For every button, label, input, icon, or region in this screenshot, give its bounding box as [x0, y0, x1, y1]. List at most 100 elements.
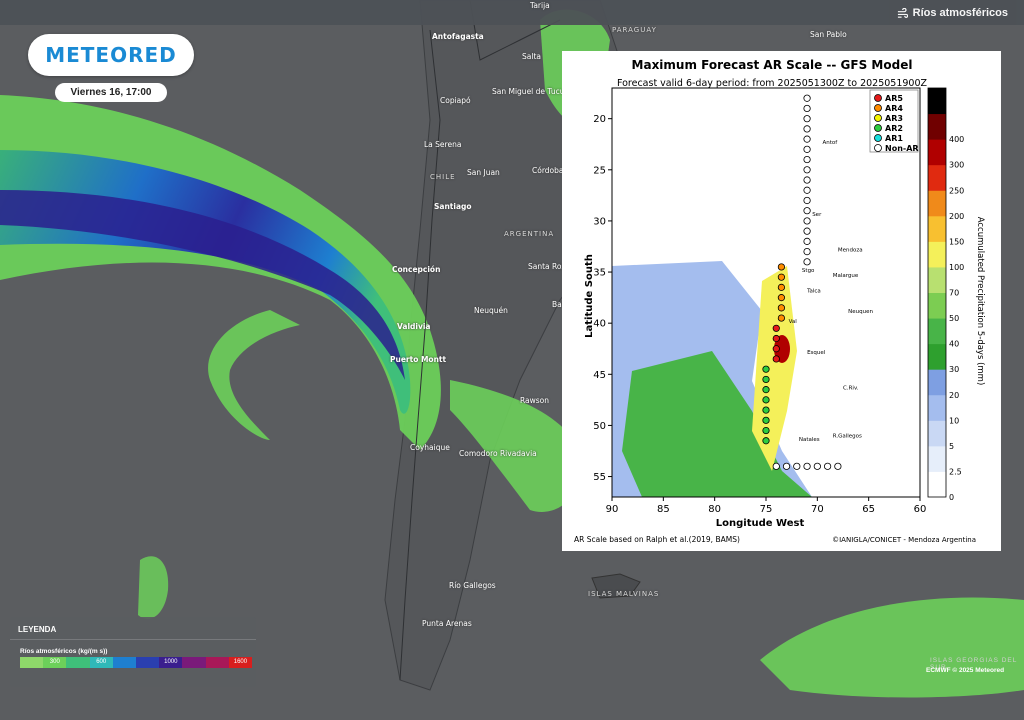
city-label[interactable]: ISLAS MALVINAS [588, 590, 660, 598]
ar-point [803, 227, 811, 235]
city-label[interactable]: Rawson [520, 396, 550, 405]
legend-divider [10, 639, 256, 640]
colorbar-segment [928, 369, 946, 396]
colorbar-segment [928, 241, 946, 268]
inset-subtitle: Forecast valid 6-day period: from 202505… [617, 78, 928, 89]
legend-color-stop: 600 [89, 657, 113, 668]
ar-point [777, 273, 785, 281]
city-label[interactable]: Valdivia [397, 322, 431, 331]
city-label[interactable]: Santa Rosa [528, 262, 570, 271]
layer-title[interactable]: Ríos atmosféricos [897, 7, 1008, 19]
y-axis-label: Latitude South [584, 254, 595, 338]
ar-point [803, 176, 811, 184]
city-label[interactable]: Salta [522, 52, 541, 61]
ar-legend-marker [874, 144, 882, 152]
y-tick-label: 40 [593, 319, 606, 330]
city-label[interactable]: Antofagasta [432, 32, 484, 41]
city-label[interactable]: La Serena [424, 140, 462, 149]
ar-point [777, 283, 785, 291]
ar-point [803, 217, 811, 225]
y-tick-label: 20 [593, 114, 606, 125]
colorbar-segment [928, 343, 946, 370]
y-tick-label: 50 [593, 421, 606, 432]
colorbar-tick-label: 300 [949, 161, 964, 170]
ar-point [803, 135, 811, 143]
ar-point [777, 304, 785, 312]
inset-place-label: Natales [799, 437, 820, 443]
ar-legend-label: AR4 [885, 104, 903, 113]
ar-forecast-inset: Maximum Forecast AR Scale -- GFS Model F… [562, 51, 1001, 551]
city-label[interactable]: Neuquén [474, 306, 508, 315]
city-label[interactable]: Córdoba [532, 166, 564, 175]
layer-title-text: Ríos atmosféricos [912, 7, 1008, 19]
inset-place-label: Malargue [833, 273, 859, 279]
legend-stop-label: 300 [49, 659, 60, 665]
city-label[interactable]: Puerto Montt [390, 355, 447, 364]
ar-legend-label: Non-AR [885, 144, 919, 153]
legend-color-stop [205, 657, 229, 668]
city-label[interactable]: Coyhaique [410, 443, 450, 452]
y-tick-label: 25 [593, 165, 606, 176]
ar-legend-label: AR2 [885, 124, 903, 133]
x-tick-label: 70 [811, 504, 824, 515]
city-label[interactable]: Tarija [530, 1, 550, 10]
inset-place-label: Antof [822, 140, 838, 146]
ar-point [803, 258, 811, 266]
city-label[interactable]: Río Gallegos [449, 581, 496, 590]
ar-point [772, 334, 780, 343]
city-label[interactable]: San Pablo [810, 30, 847, 39]
colorbar-segment [928, 190, 946, 217]
ar-point [803, 94, 811, 102]
inset-title: Maximum Forecast AR Scale -- GFS Model [632, 58, 913, 72]
city-label[interactable]: Concepción [392, 265, 441, 274]
colorbar-segment [928, 445, 946, 472]
precip-green-area [622, 351, 812, 497]
ar-point [803, 104, 811, 113]
legend-stop-label: 1000 [164, 659, 178, 665]
ar-point [803, 207, 811, 215]
ar-point [782, 462, 791, 470]
x-tick-label: 75 [760, 504, 773, 515]
inset-place-label: Talca [806, 289, 821, 295]
ar-legend-label: AR1 [885, 134, 903, 143]
legend-title: LEYENDA [18, 625, 57, 634]
city-label[interactable]: PARAGUAY [612, 26, 657, 34]
ar-legend-marker [874, 114, 882, 122]
city-label[interactable]: San Miguel de Tucumán [492, 87, 582, 96]
inset-footer-right: ©IANIGLA/CONICET - Mendoza Argentina [832, 536, 976, 544]
inset-place-label: C.Riv. [843, 386, 859, 392]
legend-color-stop [66, 657, 90, 668]
colorbar-segment [928, 394, 946, 421]
ar-point [803, 237, 811, 245]
forecast-date[interactable]: Viernes 16, 17:00 [55, 83, 167, 102]
ar-legend-marker [874, 104, 882, 112]
ar-point [762, 416, 770, 424]
ar-point [772, 345, 780, 353]
meteored-logo[interactable]: METEORED [28, 34, 194, 76]
ar-legend-label: AR5 [885, 94, 903, 103]
ar-legend-label: AR3 [885, 114, 903, 123]
ar-point [762, 386, 770, 394]
city-label[interactable]: Comodoro Rivadavia [459, 449, 537, 458]
colorbar-tick-label: 10 [949, 416, 959, 425]
ar-point [803, 166, 811, 174]
inset-place-label: R.Gallegos [833, 434, 862, 440]
legend-color-stop [182, 657, 206, 668]
colorbar-tick-label: 50 [949, 314, 959, 323]
city-label[interactable]: San Juan [467, 168, 500, 177]
x-tick-label: 60 [914, 504, 927, 515]
city-label[interactable]: Santiago [434, 202, 472, 211]
ar-point [762, 437, 770, 445]
city-label[interactable]: ARGENTINA [504, 230, 555, 238]
colorbar-tick-label: 40 [949, 340, 959, 349]
ar-point [762, 375, 770, 384]
city-label[interactable]: Copiapó [440, 96, 471, 105]
ar-point [762, 406, 770, 414]
colorbar-tick-label: 250 [949, 186, 964, 195]
ar-point [777, 263, 785, 271]
city-label[interactable]: Punta Arenas [422, 619, 472, 628]
colorbar-tick-label: 150 [949, 237, 964, 246]
ar-point [803, 196, 811, 205]
inset-place-label: Stgo [802, 268, 815, 274]
city-label[interactable]: CHILE [430, 173, 456, 181]
